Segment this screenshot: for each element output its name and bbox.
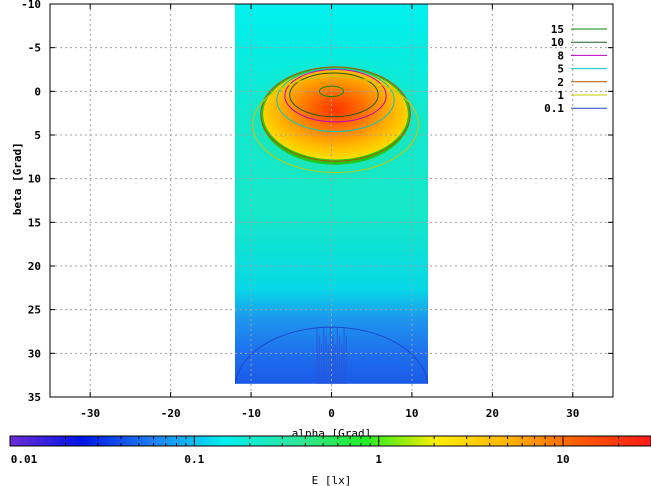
x-tick-label: -30 xyxy=(80,407,100,420)
heatmap-hotspot xyxy=(263,68,408,160)
contour-5 xyxy=(276,68,395,133)
colorbar-tick-label: 10 xyxy=(556,453,569,466)
y-tick-label: 25 xyxy=(28,304,41,317)
x-tick-label: 10 xyxy=(405,407,418,420)
colorbar-tick-label: 1 xyxy=(375,453,382,466)
colorbar-tick-label: 0.01 xyxy=(11,453,38,466)
x-tick-label: 20 xyxy=(486,407,499,420)
contour-15 xyxy=(318,85,345,98)
x-tick-label: -20 xyxy=(161,407,181,420)
y-tick-label: 15 xyxy=(28,216,41,229)
colorbar-ticks: 0.01 0.1 1 10 xyxy=(9,436,651,466)
y-tick-label: -5 xyxy=(28,42,41,55)
legend-label: 1 xyxy=(557,89,564,102)
legend-label: 10 xyxy=(551,36,564,49)
x-tick-label: 30 xyxy=(566,407,579,420)
legend-label: 2 xyxy=(557,76,564,89)
x-tick-label: 0 xyxy=(328,407,335,420)
legend-label: 15 xyxy=(551,23,564,36)
y-tick-label: -10 xyxy=(21,0,41,11)
y-tick-label: 10 xyxy=(28,173,41,186)
colorbar-tick-label: 0.1 xyxy=(184,453,204,466)
y-tick-label: 30 xyxy=(28,347,41,360)
contour-0.1 xyxy=(234,326,429,384)
contour-1 xyxy=(252,75,419,174)
contour-10 xyxy=(289,72,379,118)
contour-2 xyxy=(260,66,411,162)
y-tick-label: 35 xyxy=(28,391,41,404)
legend-label: 0.1 xyxy=(544,102,564,115)
x-tick-label: -10 xyxy=(241,407,261,420)
legend-label: 5 xyxy=(557,63,564,76)
y-axis-label: beta [Grad] xyxy=(11,142,24,215)
y-tick-label: 20 xyxy=(28,260,41,273)
colorbar-label: E [lx] xyxy=(312,474,352,486)
y-tick-label: 0 xyxy=(34,85,41,98)
contour-8 xyxy=(284,69,387,123)
legend-label: 8 xyxy=(557,49,564,62)
y-tick-label: 5 xyxy=(34,129,41,142)
contour-lines xyxy=(234,66,429,384)
